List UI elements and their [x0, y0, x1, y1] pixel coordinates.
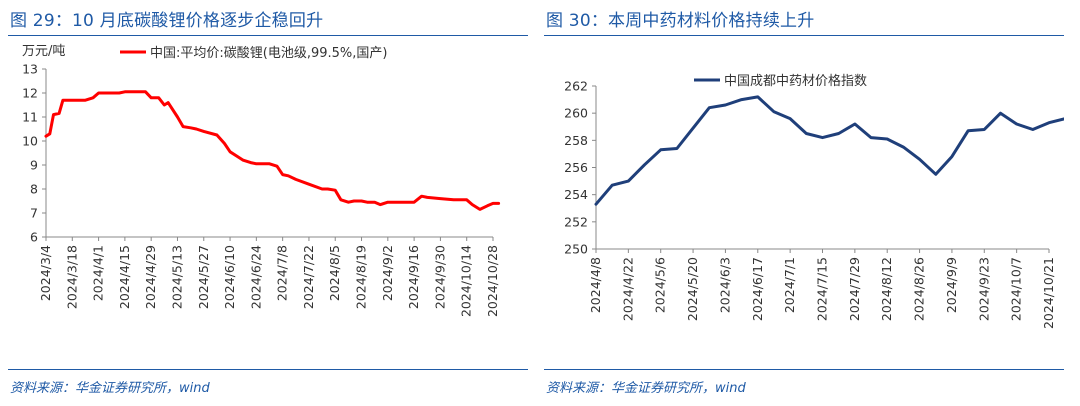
x-tick-label: 2024/9/9: [944, 257, 959, 313]
x-tick-label: 2024/9/23: [976, 257, 991, 321]
y-tick-label: 258: [564, 133, 588, 148]
y-tick-label: 256: [564, 160, 588, 175]
x-tick-label: 2024/8/12: [879, 257, 894, 321]
y-tick-label: 6: [30, 230, 38, 245]
y-tick-label: 262: [564, 79, 588, 94]
title-divider: [544, 35, 1064, 36]
x-tick-label: 2024/5/13: [169, 245, 184, 309]
y-tick-label: 254: [564, 187, 588, 202]
y-tick-label: 7: [30, 206, 38, 221]
legend-label: 中国成都中药材价格指数: [724, 73, 867, 89]
y-axis-label: 万元/吨: [22, 44, 65, 59]
x-tick-label: 2024/4/15: [117, 245, 132, 309]
y-tick-label: 252: [564, 214, 588, 229]
title-divider: [8, 35, 528, 36]
chart-panel-left: 图 29：10 月底碳酸锂价格逐步企稳回升 万元/吨 6 7 8 9 10 11 12 13 20…: [8, 0, 538, 406]
y-tick-label: 11: [22, 110, 38, 125]
x-tick-label: 2024/6/24: [248, 245, 263, 309]
x-tick-label: 2024/7/22: [301, 245, 316, 309]
x-tick-label: 2024/9/2: [380, 245, 395, 301]
x-tick-label: 2024/7/1: [782, 257, 797, 313]
x-tick-label: 2024/5/6: [653, 257, 668, 313]
y-tick-label: 9: [30, 158, 38, 173]
x-tick-label: 2024/8/26: [912, 257, 927, 321]
x-tick-label: 2024/9/16: [406, 245, 421, 309]
x-tick-label: 2024/10/21: [1041, 257, 1056, 329]
y-tick-label: 13: [22, 62, 38, 77]
y-tick-label: 12: [22, 86, 38, 101]
y-tick-label: 260: [564, 106, 588, 121]
chart-panel-right: 图 30：本周中药材料价格持续上升 250 252 254 256 258 260 262 2…: [544, 0, 1074, 406]
series-line: [594, 95, 1064, 206]
x-tick-label: 2024/10/14: [459, 245, 474, 317]
x-tick-label: 2024/7/8: [275, 245, 290, 301]
x-tick-label: 2024/3/18: [64, 245, 79, 309]
source-note: 资料来源：华金证券研究所，wind: [546, 381, 746, 396]
y-tick-label: 10: [22, 134, 38, 149]
x-tick-label: 2024/7/15: [815, 257, 830, 321]
x-tick-label: 2024/8/5: [327, 245, 342, 301]
source-note: 资料来源：华金证券研究所，wind: [10, 381, 210, 396]
x-tick-label: 2024/6/10: [222, 245, 237, 309]
x-tick-label: 2024/3/4: [38, 245, 53, 301]
x-tick-label: 2024/8/19: [354, 245, 369, 309]
x-tick-label: 2024/4/29: [143, 245, 158, 309]
x-tick-label: 2024/6/3: [717, 257, 732, 313]
legend-label: 中国:平均价:碳酸锂(电池级,99.5%,国产): [150, 46, 387, 61]
x-tick-label: 2024/4/22: [620, 257, 635, 321]
y-tick-label: 8: [30, 182, 38, 197]
x-tick-label: 2024/10/7: [1009, 257, 1024, 321]
series-line: [44, 90, 501, 211]
x-tick-label: 2024/9/30: [432, 245, 447, 309]
x-tick-label: 2024/5/27: [196, 245, 211, 309]
x-tick-label: 2024/4/8: [588, 257, 603, 313]
price-line-chart-herbal-index: 250 252 254 256 258 260 262 2024/4/8 2024/4/22 20…: [564, 73, 1064, 329]
figure-title: 图 29：10 月底碳酸锂价格逐步企稳回升: [10, 11, 324, 31]
x-tick-label: 2024/5/20: [685, 257, 700, 321]
source-divider: [544, 369, 1064, 370]
price-line-chart-lithium: 万元/吨 6 7 8 9 10 11 12 13 2024/3/4 2024/3/18 2024/4/…: [22, 44, 501, 317]
figure-title: 图 30：本周中药材料价格持续上升: [546, 11, 815, 31]
x-tick-label: 2024/4/1: [91, 245, 106, 301]
y-tick-label: 250: [564, 242, 588, 257]
x-tick-label: 2024/7/29: [847, 257, 862, 321]
x-tick-label: 2024/10/28: [485, 245, 500, 317]
source-divider: [8, 369, 528, 370]
x-tick-label: 2024/6/17: [750, 257, 765, 321]
